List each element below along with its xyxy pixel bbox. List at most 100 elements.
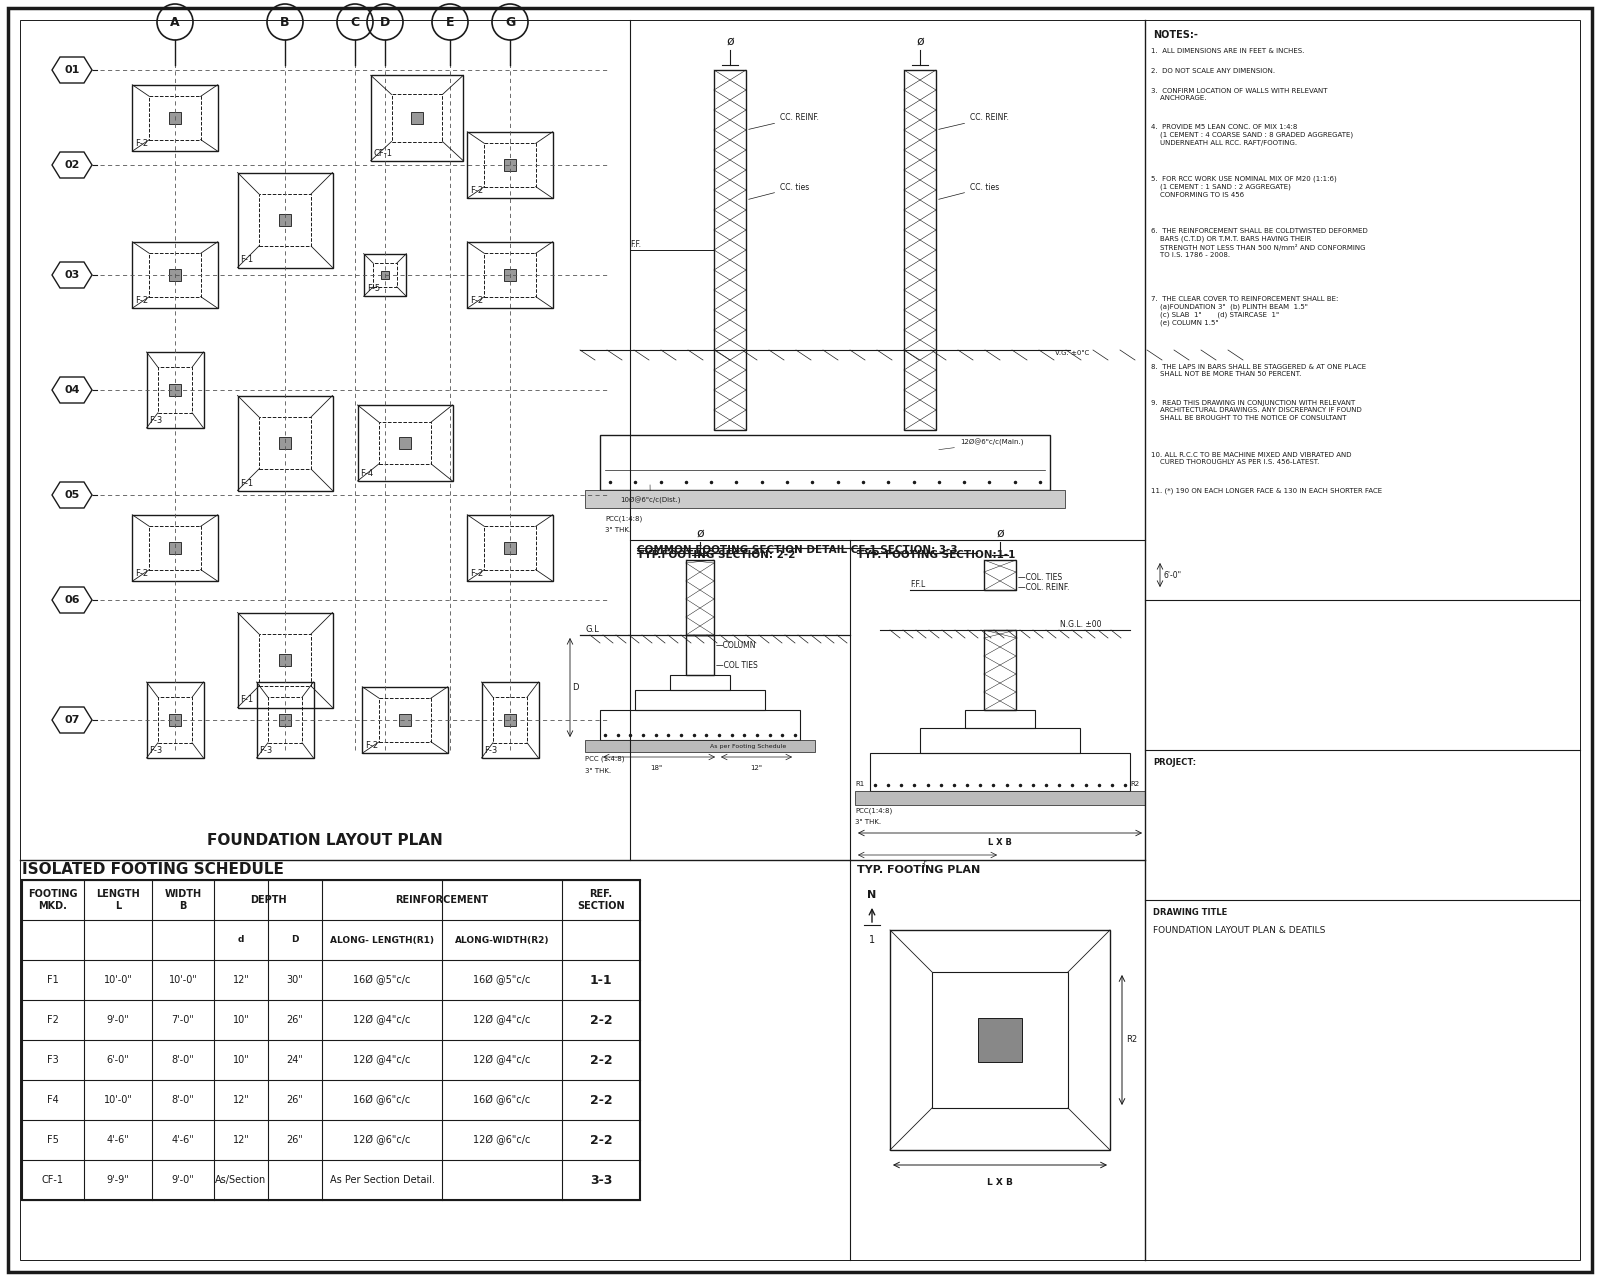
Text: 8.  THE LAPS IN BARS SHALL BE STAGGERED & AT ONE PLACE
    SHALL NOT BE MORE THA: 8. THE LAPS IN BARS SHALL BE STAGGERED &… (1150, 364, 1366, 378)
Bar (278, 654, 291, 666)
Bar (158, 367, 192, 412)
Bar (133, 515, 218, 581)
Text: PCC(1:4:8): PCC(1:4:8) (605, 515, 642, 521)
Text: 3" THK.: 3" THK. (854, 819, 882, 826)
Text: ø: ø (726, 35, 734, 47)
Bar (256, 682, 314, 758)
Text: d: d (238, 936, 245, 945)
Text: A: A (170, 15, 179, 28)
Bar (984, 561, 1016, 590)
Text: FOUNDATION LAYOUT PLAN: FOUNDATION LAYOUT PLAN (206, 833, 443, 847)
Text: ALONG-WIDTH(R2): ALONG-WIDTH(R2) (454, 936, 549, 945)
Text: 05: 05 (64, 490, 80, 500)
Text: F1: F1 (46, 975, 59, 986)
Text: 1: 1 (869, 934, 875, 945)
Bar (904, 70, 936, 430)
Text: 9'-0": 9'-0" (107, 1015, 130, 1025)
Bar (259, 634, 310, 686)
Text: 10'-0": 10'-0" (168, 975, 197, 986)
Text: R2: R2 (1130, 781, 1139, 787)
Text: F-2: F-2 (470, 296, 483, 305)
Text: CC. REINF.: CC. REINF. (939, 113, 1010, 129)
Text: F-2: F-2 (365, 741, 378, 750)
Text: C: C (350, 15, 360, 28)
Bar (485, 253, 536, 297)
Text: F4: F4 (46, 1094, 59, 1105)
Bar (149, 526, 200, 570)
Text: 7.  THE CLEAR COVER TO REINFORCEMENT SHALL BE:
    (a)FOUNDATION 3"  (b) PLINTH : 7. THE CLEAR COVER TO REINFORCEMENT SHAL… (1150, 296, 1338, 326)
Text: —COLUMN: —COLUMN (717, 640, 757, 649)
Text: 16Ø @6"c/c: 16Ø @6"c/c (474, 1094, 531, 1105)
Text: 10Ø@6"c/c(Dist.): 10Ø@6"c/c(Dist.) (621, 485, 680, 503)
Text: REF.
SECTION: REF. SECTION (578, 890, 626, 911)
Text: F-1: F-1 (240, 479, 254, 488)
Text: G: G (506, 15, 515, 28)
Text: CC. REINF.: CC. REINF. (749, 113, 819, 129)
Text: 6'-0": 6'-0" (1163, 571, 1181, 580)
Bar (398, 436, 411, 449)
Text: 16Ø @5"c/c: 16Ø @5"c/c (474, 975, 531, 986)
Text: 30": 30" (286, 975, 304, 986)
Text: 04: 04 (64, 385, 80, 396)
Text: 12Ø @4"c/c: 12Ø @4"c/c (354, 1055, 411, 1065)
Text: 10": 10" (232, 1055, 250, 1065)
Bar (133, 242, 218, 308)
Text: 2-2: 2-2 (590, 1014, 613, 1027)
Text: As per Footing Schedule: As per Footing Schedule (710, 744, 786, 749)
Text: TYP.FOOTING SECTION: 2-2: TYP.FOOTING SECTION: 2-2 (637, 550, 795, 561)
Text: CC. ties: CC. ties (749, 183, 810, 200)
Bar (635, 690, 765, 710)
Bar (978, 1018, 1022, 1062)
Bar (714, 70, 746, 430)
Text: 8'-0": 8'-0" (171, 1094, 194, 1105)
Text: TYP. FOOTING SECTION:1-1: TYP. FOOTING SECTION:1-1 (858, 550, 1016, 561)
Bar (133, 84, 218, 151)
Bar (362, 687, 448, 753)
Text: NOTES:-: NOTES:- (1154, 29, 1198, 40)
Bar (504, 269, 515, 282)
Text: 4'-6": 4'-6" (107, 1135, 130, 1146)
Bar (237, 173, 333, 268)
Text: 3.  CONFIRM LOCATION OF WALLS WITH RELEVANT
    ANCHORAGE.: 3. CONFIRM LOCATION OF WALLS WITH RELEVA… (1150, 88, 1328, 101)
Bar (411, 111, 422, 124)
Text: CC. ties: CC. ties (939, 183, 1000, 200)
Bar (149, 253, 200, 297)
Text: F.F.L: F.F.L (910, 580, 925, 589)
Text: As/Section: As/Section (216, 1175, 267, 1185)
Bar (586, 490, 1066, 508)
Text: N: N (867, 890, 877, 900)
Bar (363, 253, 406, 297)
Text: F-3: F-3 (149, 416, 163, 425)
Text: F-1: F-1 (240, 695, 254, 704)
Text: F-2: F-2 (470, 570, 483, 579)
Text: DRAWING TITLE: DRAWING TITLE (1154, 908, 1227, 916)
Text: F2: F2 (46, 1015, 59, 1025)
Bar (147, 352, 203, 428)
Text: COMMON FOOTING SECTION DETAIL CF-1 SECTION: 3-3: COMMON FOOTING SECTION DETAIL CF-1 SECTI… (637, 545, 958, 556)
Bar (267, 698, 302, 742)
Text: PROJECT:: PROJECT: (1154, 758, 1197, 767)
Bar (379, 422, 430, 463)
Bar (170, 541, 181, 554)
Text: 3" THK.: 3" THK. (605, 527, 630, 532)
Text: R1: R1 (854, 781, 864, 787)
Text: 12Ø @4"c/c: 12Ø @4"c/c (474, 1055, 531, 1065)
Bar (158, 698, 192, 742)
Text: G.L: G.L (586, 625, 598, 634)
Text: 16Ø @6"c/c: 16Ø @6"c/c (354, 1094, 411, 1105)
Text: 06: 06 (64, 595, 80, 605)
Bar (278, 214, 291, 227)
Text: CF-1: CF-1 (42, 1175, 64, 1185)
Text: DEPTH: DEPTH (250, 895, 286, 905)
Bar (371, 76, 464, 161)
Text: 26": 26" (286, 1015, 304, 1025)
Bar (170, 714, 181, 726)
Text: F-3: F-3 (149, 746, 163, 755)
Bar (504, 714, 515, 726)
Bar (482, 682, 539, 758)
Text: PCC (1:4:8): PCC (1:4:8) (586, 756, 624, 763)
Text: PCC(1:4:8): PCC(1:4:8) (854, 808, 893, 814)
Text: E: E (446, 15, 454, 28)
Bar (920, 728, 1080, 753)
Bar (392, 95, 443, 142)
